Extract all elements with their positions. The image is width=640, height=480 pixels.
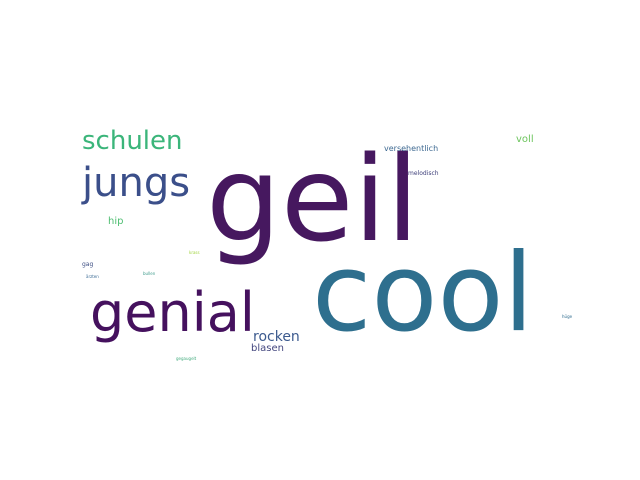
word-voll: voll [516, 134, 534, 145]
word-aerzten: ärzten [86, 274, 99, 279]
word-huege: hüge [562, 314, 573, 319]
word-genial: genial [90, 281, 255, 344]
word-gag: gag [82, 261, 94, 268]
word-schulen: schulen [82, 126, 183, 156]
word-geil: geil [206, 130, 420, 268]
word-blasen: blasen [251, 343, 284, 354]
word-cool: cool [312, 231, 534, 356]
word-krass: krass [189, 250, 200, 255]
word-versehentlich: versehentlich [384, 144, 439, 153]
word-gegaugelt: gegaugelt [176, 356, 197, 361]
word-rocken: rocken [253, 329, 300, 345]
word-hip: hip [108, 216, 124, 227]
word-bullen: bullen [143, 271, 156, 276]
word-melodisch: melodisch [408, 170, 439, 177]
word-jungs: jungs [82, 160, 191, 206]
